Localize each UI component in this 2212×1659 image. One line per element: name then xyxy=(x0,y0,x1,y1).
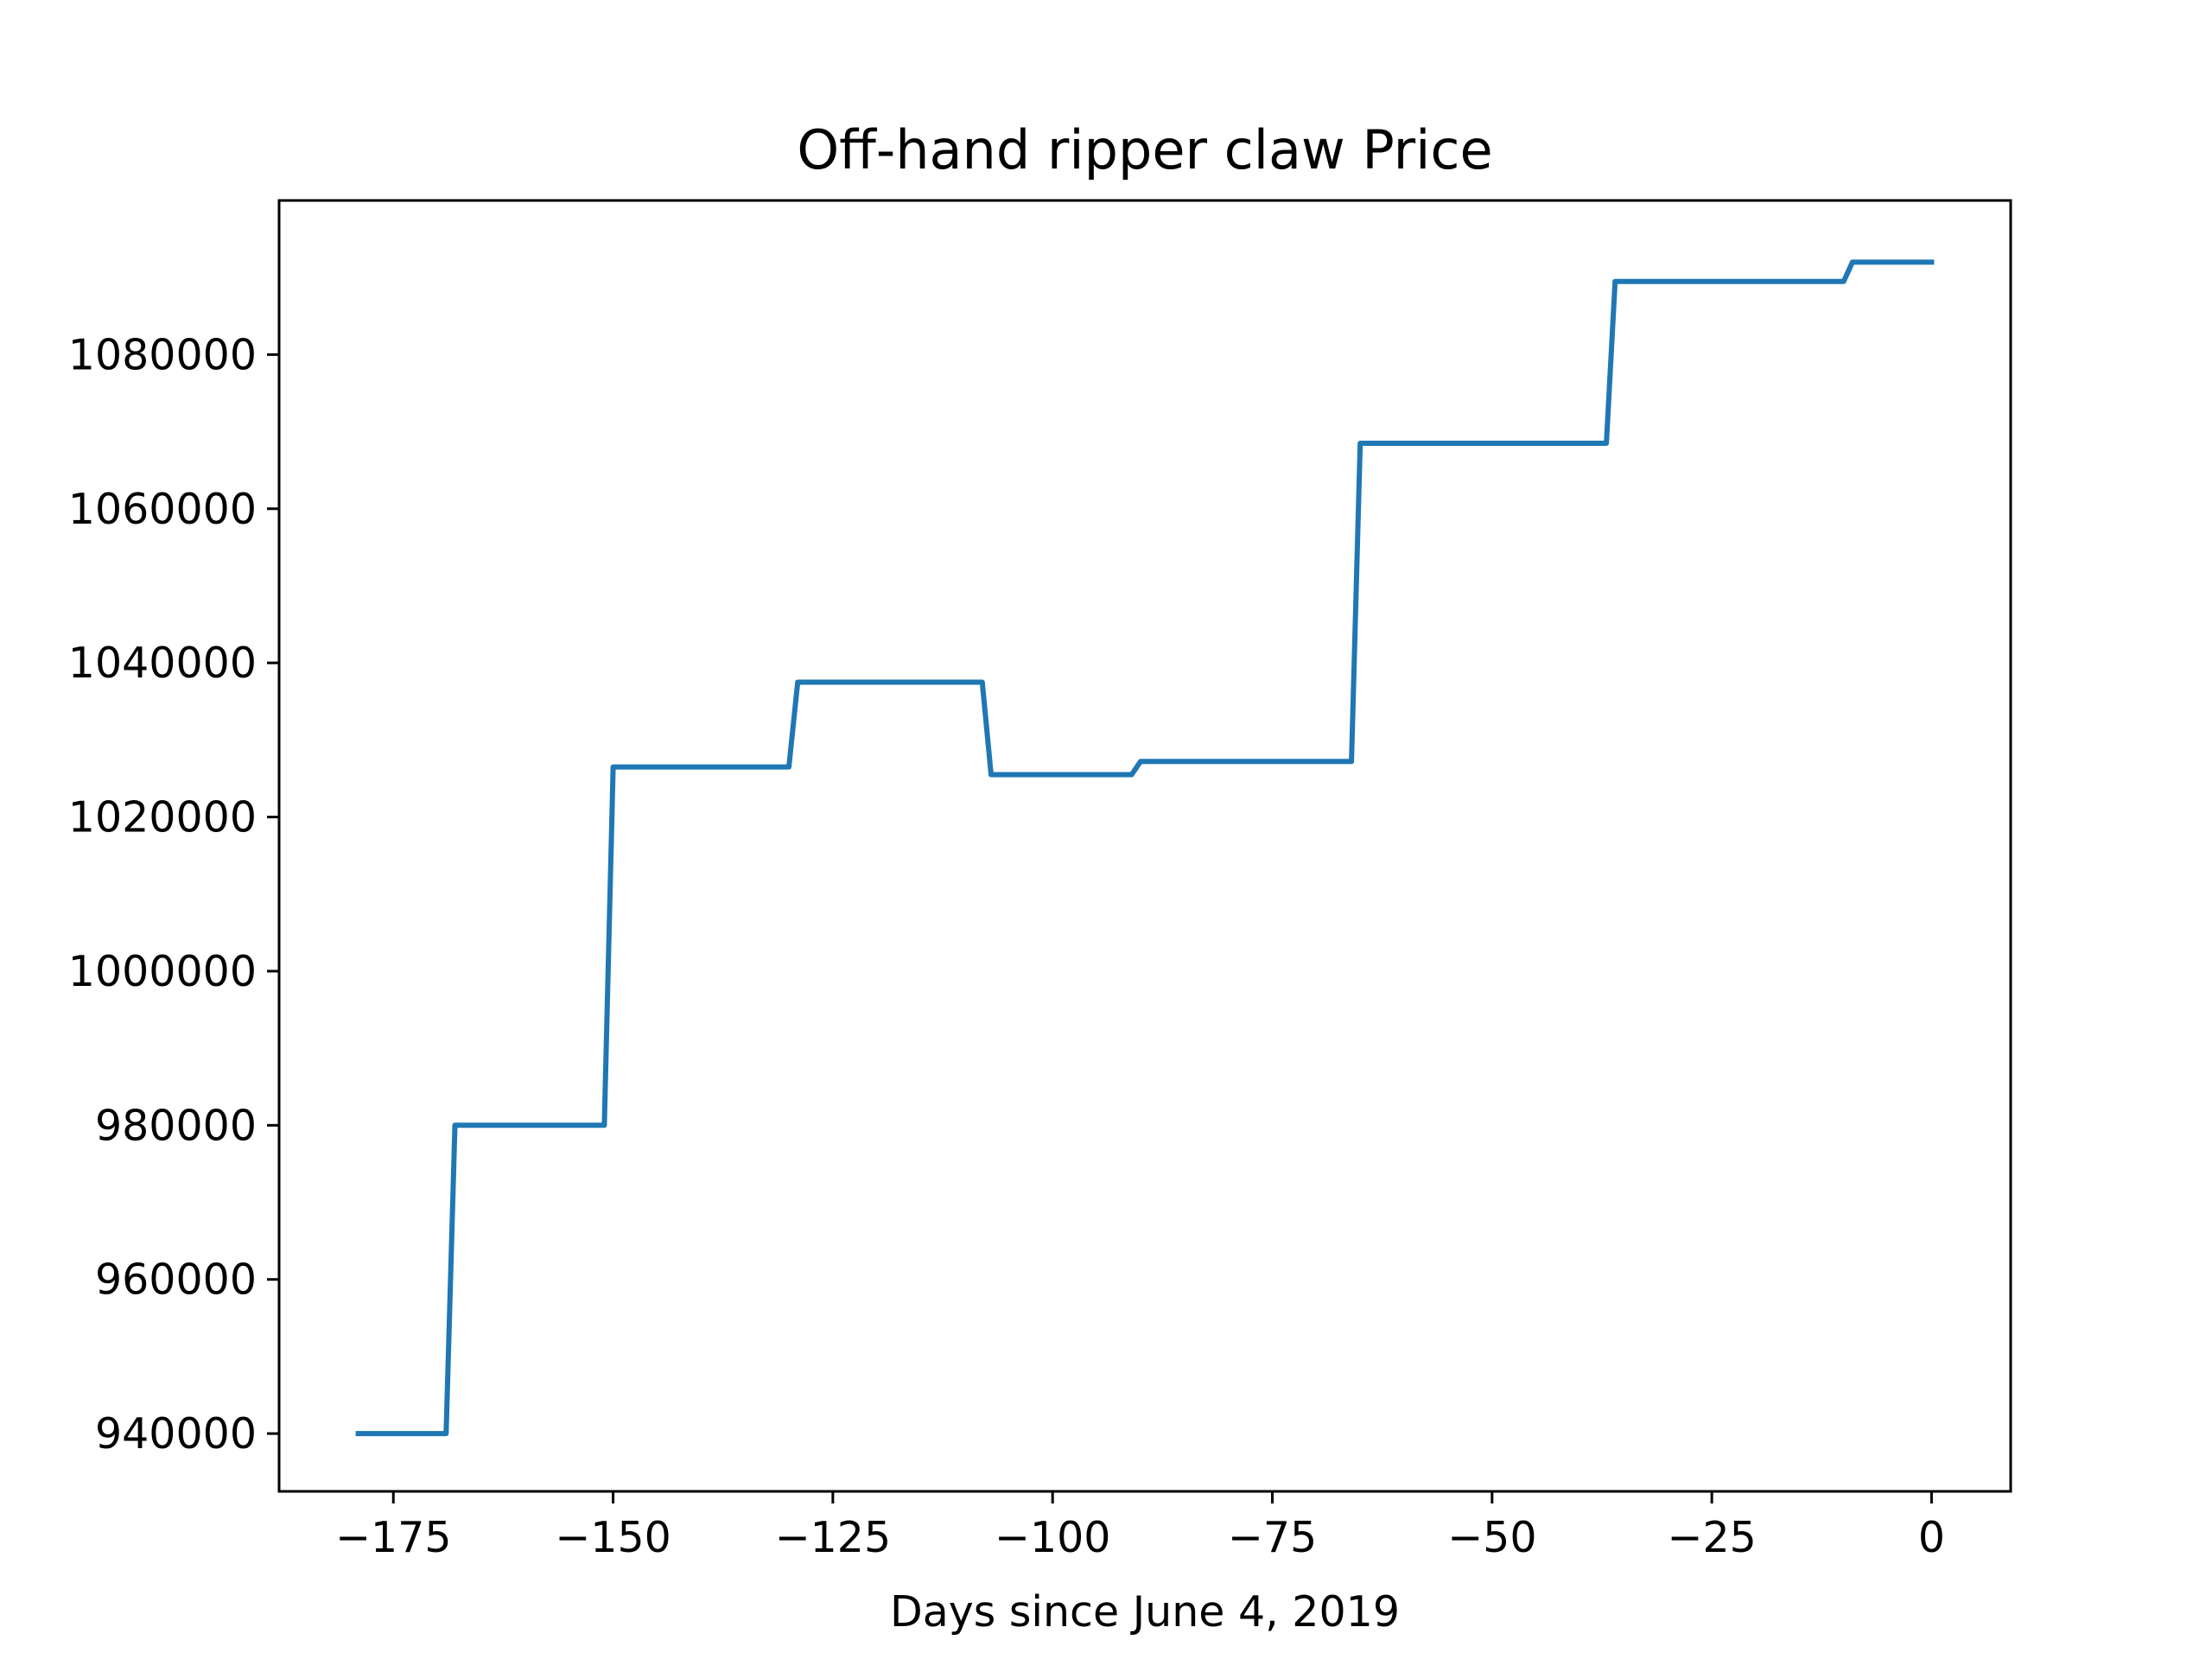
x-tick-label: −25 xyxy=(1667,1513,1756,1562)
x-tick-label: −125 xyxy=(775,1513,892,1562)
x-tick-label: −150 xyxy=(555,1513,671,1562)
x-tick-label: −175 xyxy=(335,1513,452,1562)
y-tick-label: 940000 xyxy=(95,1409,257,1459)
plot-area-frame xyxy=(277,199,2012,1493)
y-tick-label: 980000 xyxy=(95,1101,257,1150)
y-tick-label: 1040000 xyxy=(68,639,257,688)
x-tick-label: −50 xyxy=(1447,1513,1536,1562)
chart-title: Off-hand ripper claw Price xyxy=(797,118,1492,181)
y-tick-label: 1000000 xyxy=(68,947,257,996)
y-tick-label: 1080000 xyxy=(68,330,257,379)
x-axis: −175 −150 −125 −100 −75 −50 −25 0 xyxy=(335,1491,1945,1562)
series-layer xyxy=(355,259,1935,1437)
x-tick-label: −100 xyxy=(995,1513,1111,1562)
x-axis-label: Days since June 4, 2019 xyxy=(890,1587,1400,1637)
y-tick-label: 960000 xyxy=(95,1255,257,1305)
y-tick-label: 1020000 xyxy=(68,793,257,842)
y-axis: 940000 960000 980000 1000000 1020000 1040000 1… xyxy=(68,330,279,1459)
y-tick-label: 1060000 xyxy=(68,485,257,534)
x-tick-label: −75 xyxy=(1228,1513,1317,1562)
series-line-0 xyxy=(355,259,1935,1437)
x-tick-label: 0 xyxy=(1918,1513,1945,1562)
